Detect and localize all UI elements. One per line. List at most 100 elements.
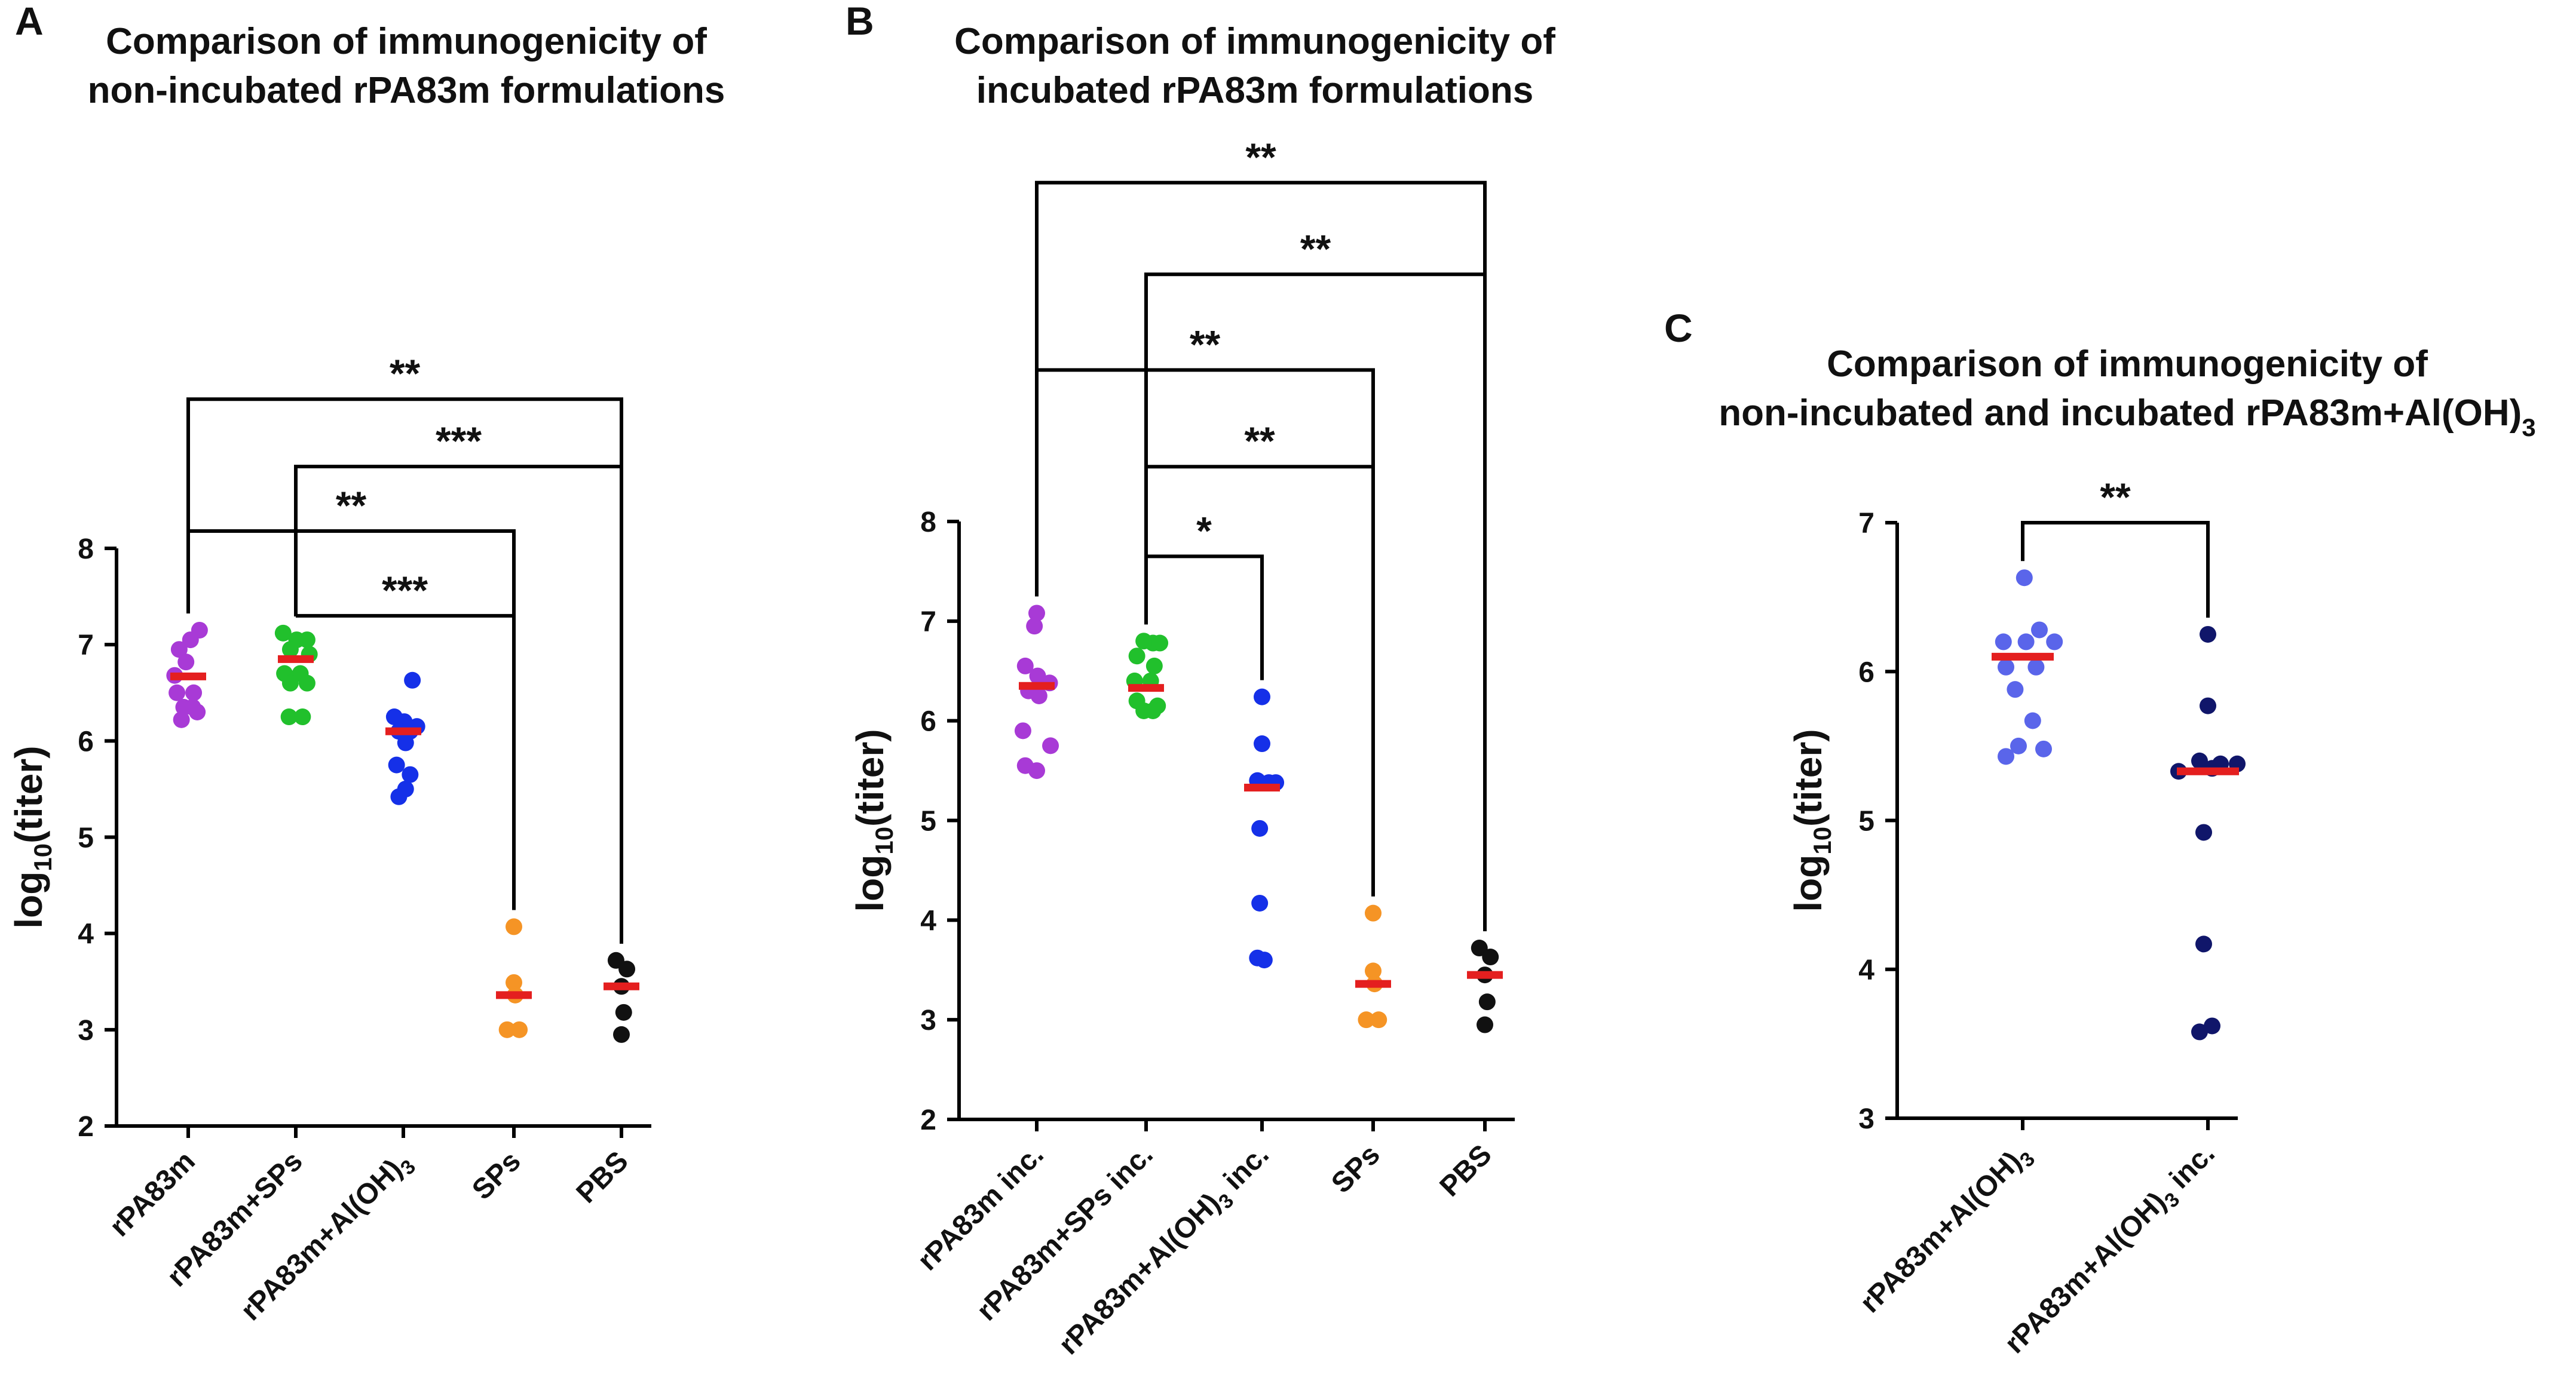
data-point (1026, 618, 1043, 635)
category-label: PBS (1434, 1139, 1498, 1202)
category-label: rPA83m+Al(OH)3 (1854, 1137, 2039, 1323)
data-point (1358, 1011, 1375, 1029)
category-label: rPA83m+Al(OH)3 inc. (1999, 1137, 2225, 1363)
panel-a: A Comparison of immunogenicity of non-incu… (7, 0, 725, 1327)
data-point (1998, 748, 2014, 765)
data-point (2191, 752, 2208, 769)
significance-label: ** (336, 483, 367, 527)
significance-label: * (1196, 508, 1212, 553)
data-point (1365, 904, 1382, 922)
data-point (1145, 657, 1163, 674)
significance-bracket (294, 465, 623, 944)
significance-label: ** (1245, 135, 1276, 179)
data-point (2024, 712, 2041, 729)
data-point (2195, 824, 2212, 841)
significance-bracket (2021, 521, 2210, 618)
data-point (1482, 949, 1499, 966)
significance-bracket (1144, 554, 1264, 680)
data-point (2017, 633, 2035, 651)
y-tick-label: 3 (1858, 1103, 1874, 1135)
data-point (615, 1004, 632, 1021)
data-point (1477, 1016, 1493, 1033)
significance-label: *** (436, 419, 482, 463)
category-label: rPA83m (104, 1145, 201, 1242)
data-point (294, 708, 311, 726)
data-point (1998, 658, 2014, 676)
data-point (2035, 740, 2052, 757)
data-point (170, 641, 188, 658)
y-tick-label: 8 (78, 533, 94, 565)
significance-label: ** (1244, 419, 1275, 463)
significance-label: ** (1190, 322, 1221, 366)
y-axis-label: log10(titer) (7, 745, 57, 928)
data-point (2016, 569, 2033, 587)
data-point (613, 1026, 630, 1043)
data-point (274, 624, 292, 642)
chart-title-line: Comparison of immunogenicity of (106, 21, 707, 62)
data-point (2031, 621, 2048, 639)
panel-b: B Comparison of immunogenicity of incubate… (846, 0, 1555, 1364)
y-tick-label: 6 (920, 706, 936, 738)
data-point (402, 766, 419, 783)
y-tick-label: 7 (920, 606, 936, 638)
chart-title-line: non-incubated and incubated rPA83m+Al(OH… (1719, 392, 2535, 441)
panel-letter: B (846, 0, 874, 43)
category-label: PBS (571, 1145, 635, 1209)
y-tick-label: 4 (78, 919, 94, 950)
panel-letter: A (15, 0, 44, 43)
data-point (173, 711, 190, 728)
data-point (2046, 633, 2063, 651)
y-tick-label: 5 (920, 806, 936, 837)
data-point (2195, 935, 2212, 953)
data-point (1254, 688, 1270, 705)
data-point (498, 1021, 516, 1038)
data-point (1042, 737, 1059, 754)
data-point (388, 756, 405, 774)
category-label: SPs (466, 1145, 527, 1206)
significance-label: ** (2100, 475, 2131, 519)
significance-label: ** (390, 351, 421, 395)
data-point (1144, 702, 1162, 719)
chart-title-line: non-incubated rPA83m formulations (88, 70, 725, 111)
y-tick-label: 2 (78, 1111, 94, 1143)
data-point (1255, 952, 1273, 969)
data-point (506, 918, 522, 935)
data-point (298, 674, 316, 692)
data-point (1016, 657, 1034, 674)
data-point (1995, 633, 2012, 651)
data-point (1365, 962, 1382, 980)
chart-title-line: Comparison of immunogenicity of (954, 21, 1555, 62)
y-tick-label: 4 (1858, 955, 1874, 986)
data-point (177, 653, 195, 671)
data-point (185, 684, 203, 701)
significance-bracket (1144, 465, 1375, 897)
data-point (1030, 687, 1047, 704)
y-tick-label: 4 (920, 905, 936, 937)
data-point (1251, 820, 1269, 837)
data-point (404, 671, 421, 689)
data-point (2200, 625, 2216, 643)
data-point (1370, 1011, 1387, 1029)
data-point (1028, 762, 1045, 780)
data-point (298, 631, 316, 649)
y-axis-label: log10(titer) (849, 729, 898, 912)
data-point (1128, 648, 1145, 665)
significance-bracket (186, 397, 623, 944)
significance-label: *** (382, 568, 428, 612)
data-point (2200, 697, 2216, 714)
data-point (2191, 1023, 2208, 1041)
y-tick-label: 8 (920, 507, 936, 538)
data-point (1251, 894, 1269, 912)
chart-title-line: Comparison of immunogenicity of (1827, 343, 2428, 385)
y-axis-label: log10(titer) (1787, 729, 1836, 912)
y-tick-label: 3 (78, 1015, 94, 1047)
panel-letter: C (1664, 306, 1693, 350)
y-tick-label: 6 (78, 726, 94, 757)
y-tick-label: 7 (1858, 508, 1874, 539)
y-tick-label: 7 (78, 630, 94, 661)
data-point (506, 974, 522, 991)
data-point (2010, 737, 2027, 754)
data-point (1478, 993, 1496, 1011)
y-tick-label: 3 (920, 1005, 936, 1036)
category-label: rPA83m+Al(OH)3 inc. (1053, 1139, 1279, 1364)
